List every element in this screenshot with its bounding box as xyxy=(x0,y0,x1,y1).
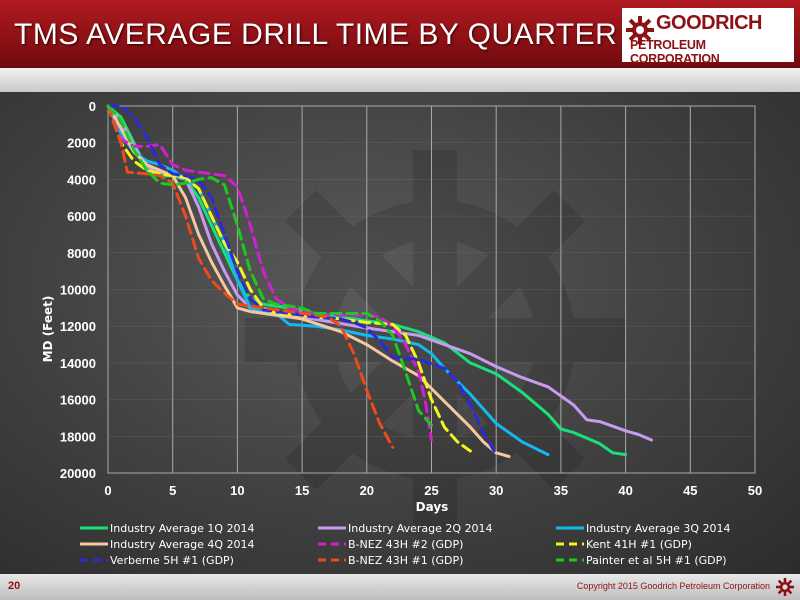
y-tick-label: 14000 xyxy=(60,356,96,371)
grid-lines xyxy=(107,105,756,474)
x-tick-label: 35 xyxy=(554,483,568,498)
legend-item: Verberne 5H #1 (GDP) xyxy=(80,554,234,567)
copyright-text: Copyright 2015 Goodrich Petroleum Corpor… xyxy=(576,581,770,591)
drill-time-chart: 0 5 10 15 20 25 30 35 40 45 50 0 2000 4000 6000 8000 10… xyxy=(41,99,762,567)
x-axis-ticks: 0 5 10 15 20 25 30 35 40 45 50 xyxy=(104,483,762,498)
y-tick-label: 12000 xyxy=(60,319,96,334)
logo-name: GOODRICH xyxy=(656,12,763,34)
logo-subtitle: PETROLEUM CORPORATION xyxy=(630,38,720,66)
y-tick-label: 16000 xyxy=(60,393,96,408)
x-tick-label: 10 xyxy=(230,483,244,498)
legend-item: Industry Average 1Q 2014 xyxy=(80,522,255,535)
y-tick-label: 18000 xyxy=(60,429,96,444)
series-line-4 xyxy=(106,104,511,458)
series-line-7 xyxy=(106,104,498,457)
y-axis-label: MD (Feet) xyxy=(41,296,55,363)
y-tick-label: 2000 xyxy=(67,136,96,151)
series-line-8 xyxy=(106,104,395,449)
y-tick-label: 20000 xyxy=(60,466,96,481)
y-tick-label: 4000 xyxy=(67,172,96,187)
page-number: 20 xyxy=(8,580,21,592)
x-tick-label: 30 xyxy=(489,483,503,498)
y-tick-label: 8000 xyxy=(67,246,96,261)
gear-icon xyxy=(776,578,794,596)
legend-item: Industry Average 4Q 2014 xyxy=(80,538,255,551)
gear-icon xyxy=(626,16,654,44)
legend-item: B-NEZ 43H #2 (GDP) xyxy=(318,538,463,551)
legend-label: Industry Average 4Q 2014 xyxy=(110,538,255,551)
x-tick-label: 25 xyxy=(424,483,438,498)
legend-label: Industry Average 2Q 2014 xyxy=(348,522,493,535)
legend-label: Painter et al 5H #1 (GDP) xyxy=(586,554,727,567)
legend-item: Industry Average 3Q 2014 xyxy=(556,522,731,535)
x-axis-label: Days xyxy=(416,500,449,514)
legend-label: B-NEZ 43H #1 (GDP) xyxy=(348,554,463,567)
header-divider xyxy=(0,68,800,92)
y-tick-label: 6000 xyxy=(67,209,96,224)
company-logo: GOODRICH PETROLEUM CORPORATION xyxy=(622,8,794,66)
page-title: TMS AVERAGE DRILL TIME BY QUARTER xyxy=(14,18,618,51)
legend: Industry Average 1Q 2014 Industry Average… xyxy=(80,522,731,567)
legend-label: Industry Average 1Q 2014 xyxy=(110,522,255,535)
legend-label: Kent 41H #1 (GDP) xyxy=(586,538,692,551)
x-tick-label: 5 xyxy=(169,483,176,498)
legend-label: Verberne 5H #1 (GDP) xyxy=(110,554,234,567)
legend-item: Painter et al 5H #1 (GDP) xyxy=(556,554,727,567)
x-tick-label: 50 xyxy=(748,483,762,498)
footer-bar: 20 Copyright 2015 Goodrich Petroleum Cor… xyxy=(0,574,800,600)
series-line-6 xyxy=(106,104,472,453)
y-tick-label: 10000 xyxy=(60,283,96,298)
legend-label: B-NEZ 43H #2 (GDP) xyxy=(348,538,463,551)
legend-label: Industry Average 3Q 2014 xyxy=(586,522,731,535)
y-axis-ticks: 0 2000 4000 6000 8000 10000 12000 14000 16000 180… xyxy=(60,99,96,481)
x-tick-label: 45 xyxy=(683,483,697,498)
x-tick-label: 15 xyxy=(295,483,309,498)
series-line-9 xyxy=(106,104,433,427)
header-bar: TMS AVERAGE DRILL TIME BY QUARTER GOODRI… xyxy=(0,0,800,68)
x-tick-label: 0 xyxy=(104,483,111,498)
y-tick-label: 0 xyxy=(89,99,96,114)
x-tick-label: 20 xyxy=(360,483,374,498)
legend-item: Industry Average 2Q 2014 xyxy=(318,522,493,535)
legend-item: Kent 41H #1 (GDP) xyxy=(556,538,692,551)
legend-item: B-NEZ 43H #1 (GDP) xyxy=(318,554,463,567)
x-tick-label: 40 xyxy=(618,483,632,498)
series-layer xyxy=(106,104,653,458)
